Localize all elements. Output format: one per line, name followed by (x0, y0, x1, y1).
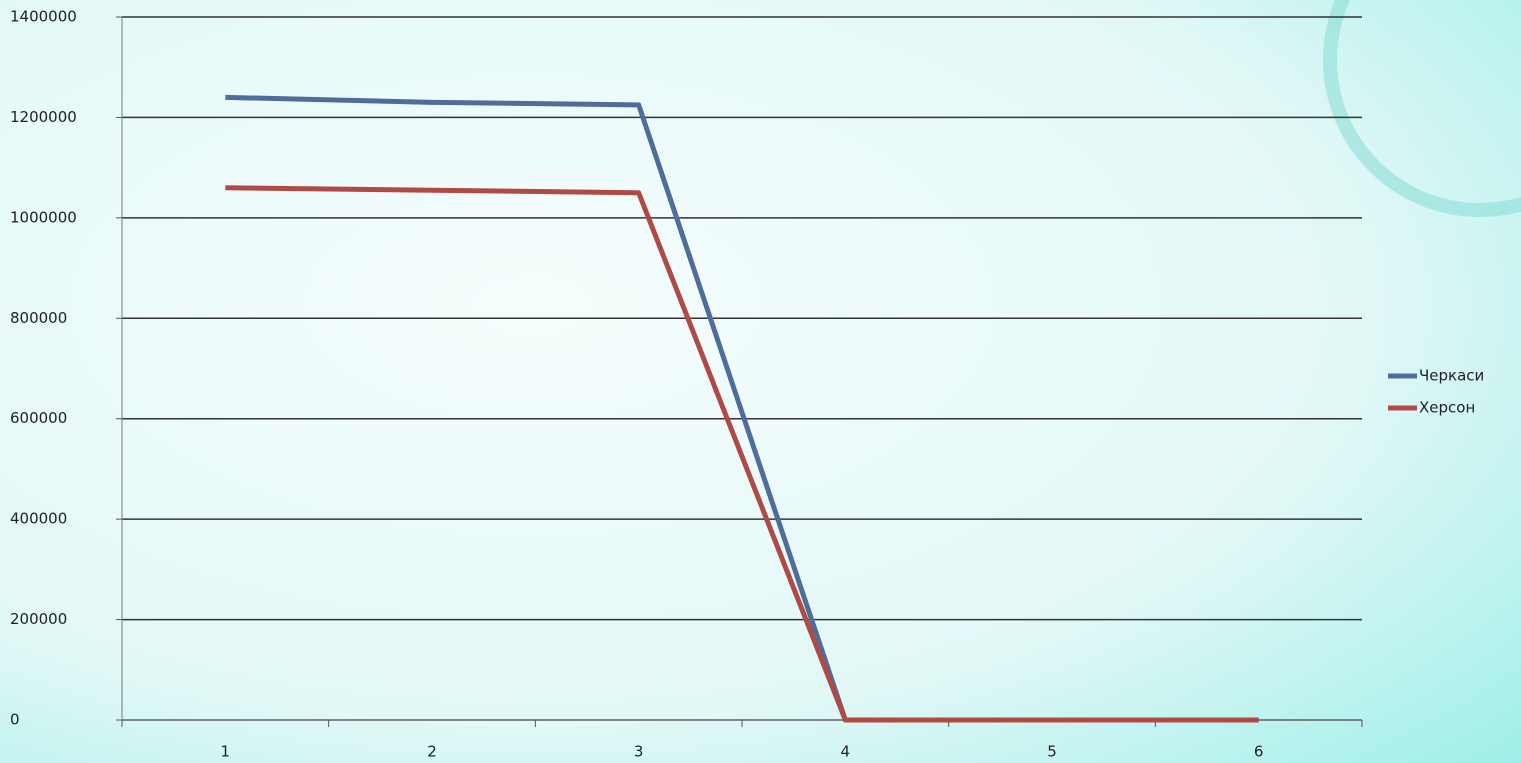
y-tick-label: 1000000 (10, 208, 77, 226)
y-tick-label: 800000 (10, 309, 67, 327)
x-tick-label: 5 (1047, 743, 1057, 761)
x-tick-label: 1 (221, 743, 231, 761)
y-tick-label: 1400000 (10, 8, 77, 26)
decoration (1323, 0, 1521, 217)
y-tick-label: 600000 (10, 409, 67, 427)
x-tick-label: 6 (1254, 743, 1264, 761)
x-tick-label: 2 (427, 743, 437, 761)
y-tick-label: 400000 (10, 510, 67, 528)
y-tick-label: 0 (10, 711, 20, 729)
x-tick-label: 3 (634, 743, 644, 761)
y-tick-label: 200000 (10, 610, 67, 628)
y-tick-label: 1200000 (10, 108, 77, 126)
legend-label: Черкаси (1419, 367, 1484, 385)
line-series (225, 185, 1259, 723)
x-tick-label: 4 (841, 743, 851, 761)
legend-label: Херсон (1419, 399, 1475, 417)
